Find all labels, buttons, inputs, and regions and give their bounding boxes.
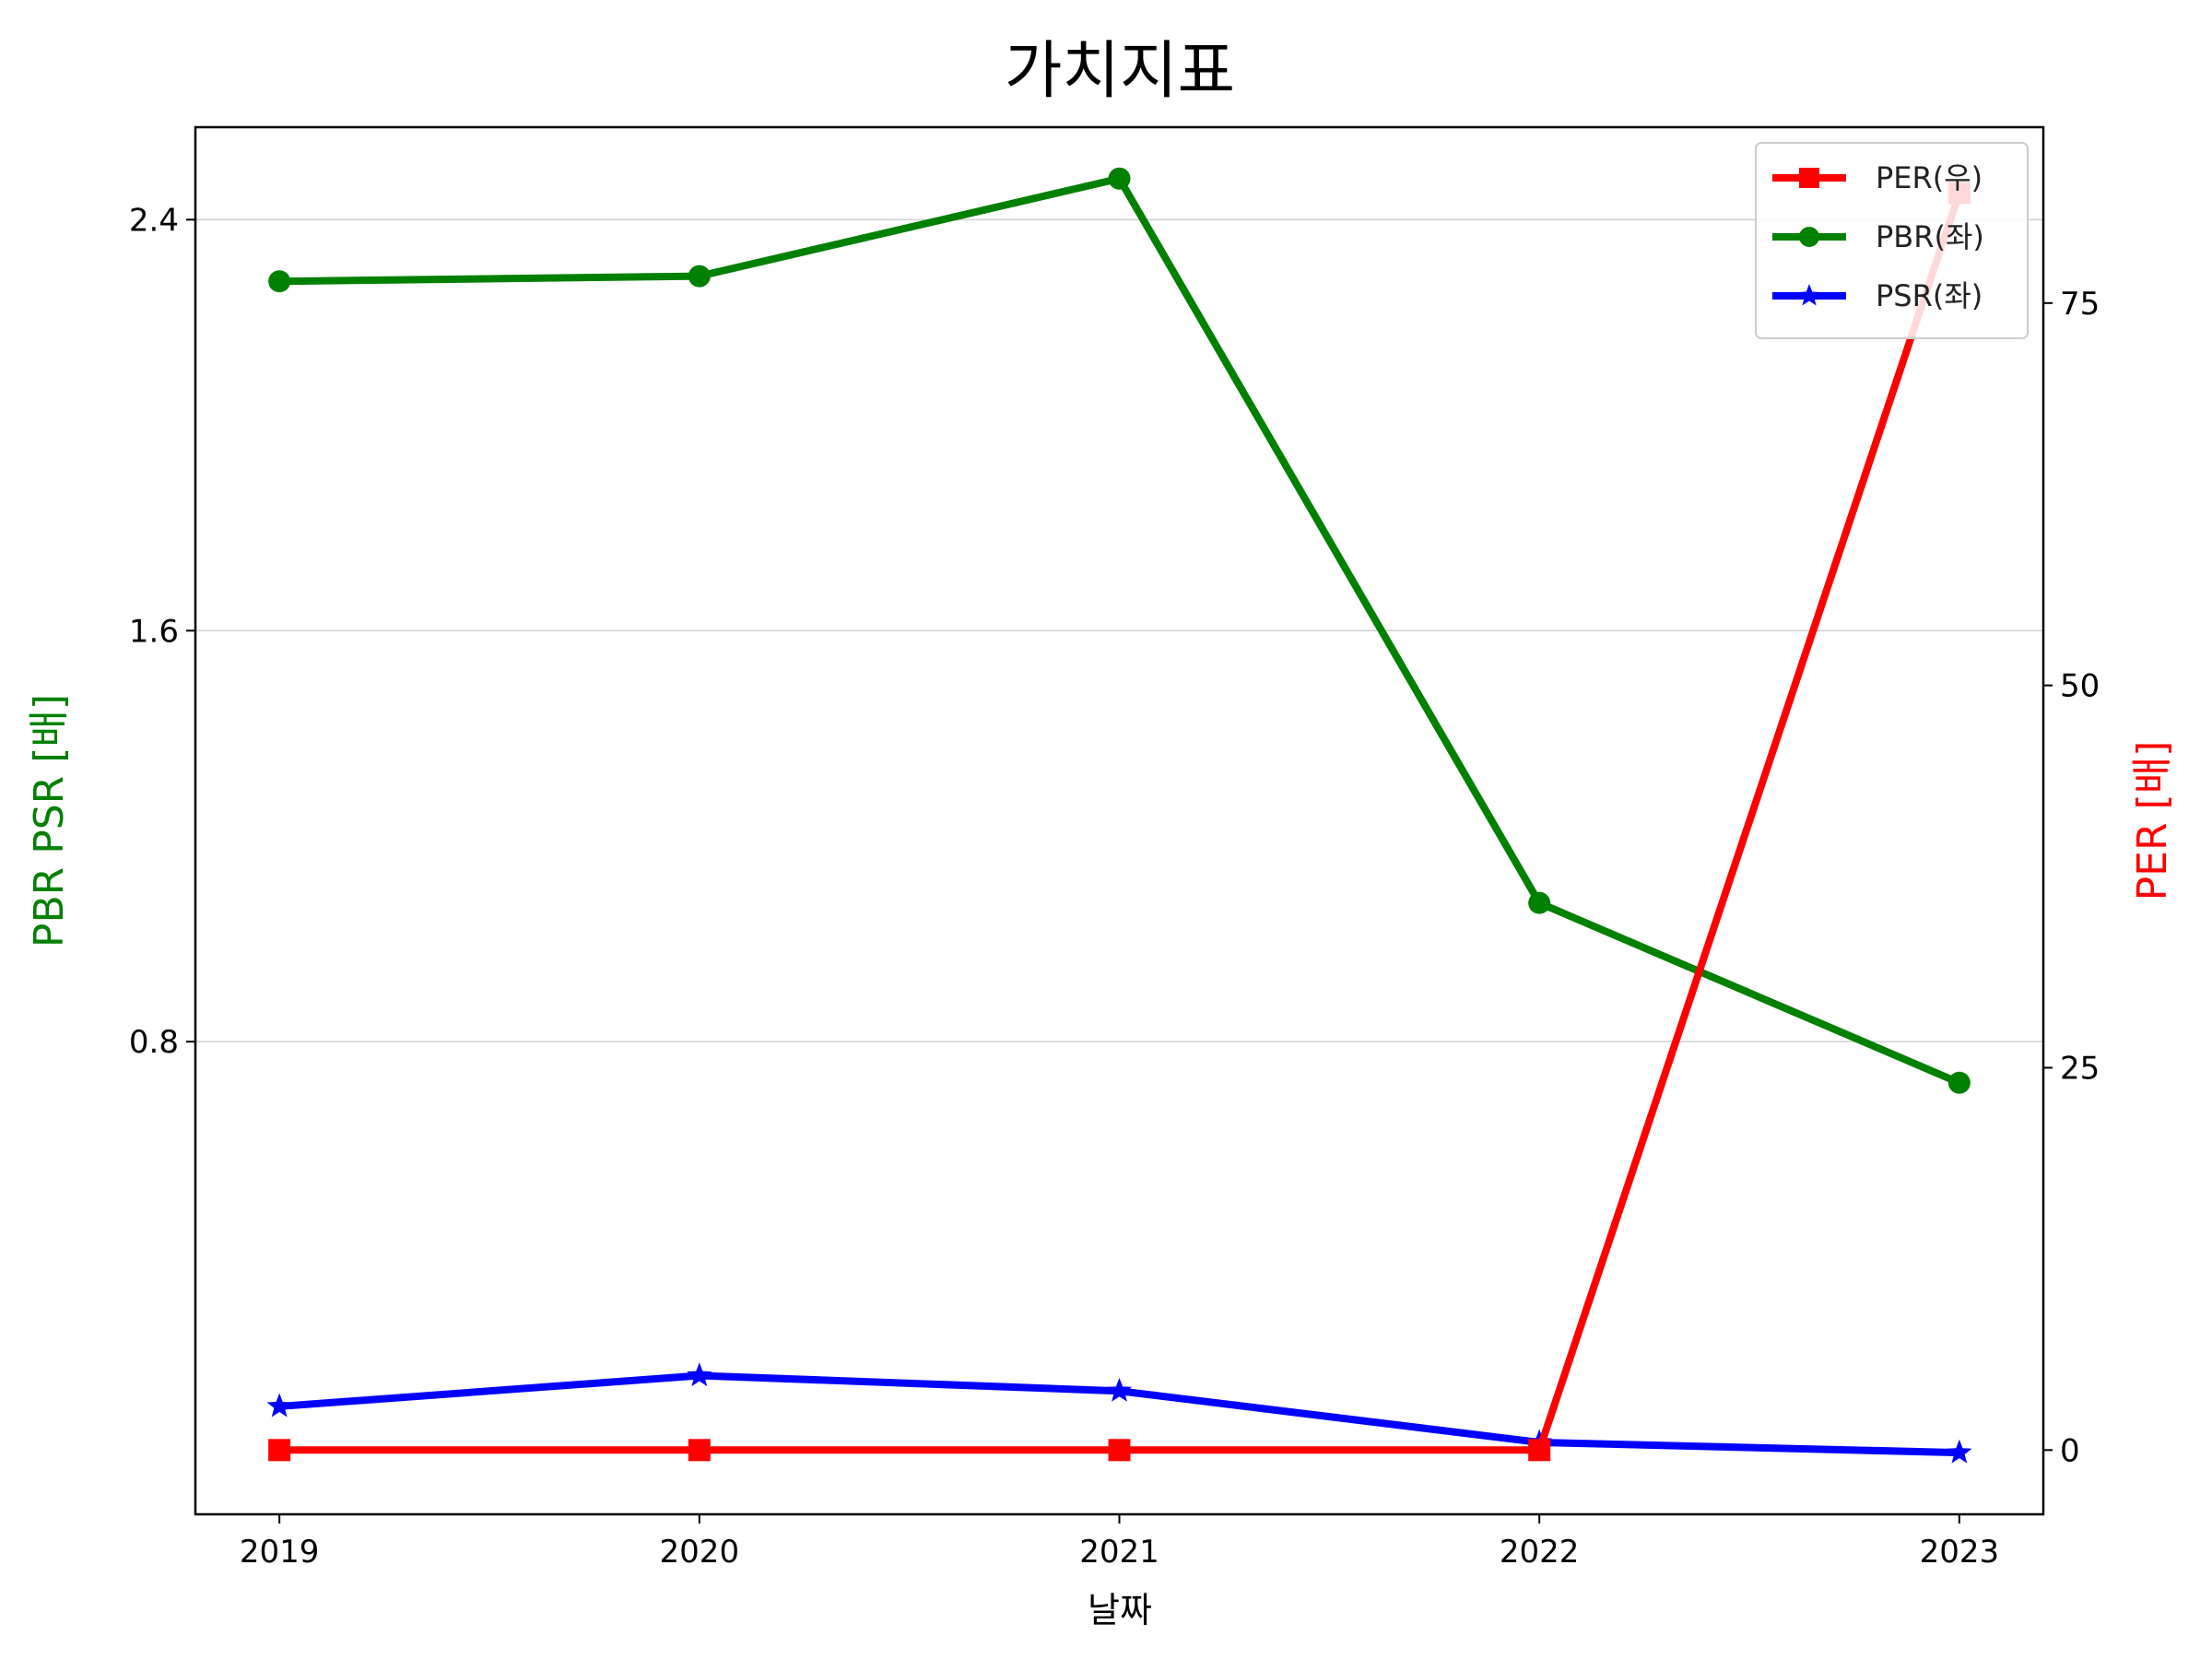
chart-title: 가치지표 xyxy=(1005,35,1235,108)
legend-marker xyxy=(1799,168,1819,188)
legend-entry: PER(우) xyxy=(1772,160,1983,195)
x-axis: 2019 2020 2021 2022 2023 xyxy=(240,1514,1999,1571)
legend-label: PSR(좌) xyxy=(1876,278,1983,313)
x-tick-label: 2019 xyxy=(240,1534,320,1571)
right-y-tick-label: 75 xyxy=(2060,286,2100,323)
left-y-tick-label: 2.4 xyxy=(129,202,179,239)
legend-entry: PBR(좌) xyxy=(1772,219,1984,254)
data-point xyxy=(1108,167,1131,190)
legend-box xyxy=(1755,142,2029,339)
x-tick-label: 2021 xyxy=(1079,1534,1159,1571)
grid-lines xyxy=(195,218,2043,1042)
legend: PER(우) PBR(좌) PSR(좌) xyxy=(1755,142,2029,339)
legend-marker xyxy=(1799,227,1819,247)
data-point xyxy=(1108,1439,1131,1462)
right-y-tick-label: 25 xyxy=(2060,1050,2100,1087)
data-point xyxy=(1947,1071,1971,1094)
legend-marker xyxy=(1797,284,1821,306)
data-point xyxy=(268,270,291,293)
data-point xyxy=(266,1393,292,1418)
series-layer xyxy=(266,167,1972,1464)
right-y-axis-label: PER [배] xyxy=(2129,741,2176,901)
legend-entry: PSR(좌) xyxy=(1772,278,1983,313)
left-y-axis-label: PBR PSR [배] xyxy=(26,694,73,947)
series-PBR(좌) xyxy=(268,167,1971,1094)
right-y-axis: 0 25 50 75 xyxy=(2043,286,2100,1469)
data-point xyxy=(1947,1439,1972,1464)
right-y-tick-label: 50 xyxy=(2060,668,2100,705)
data-point xyxy=(688,265,711,288)
data-point xyxy=(1528,891,1551,914)
legend-label: PBR(좌) xyxy=(1876,219,1984,254)
x-tick-label: 2022 xyxy=(1500,1534,1580,1571)
legend-label: PER(우) xyxy=(1876,160,1983,195)
series-PER(우) xyxy=(268,182,1971,1462)
data-point xyxy=(1106,1377,1133,1402)
x-axis-label: 날짜 xyxy=(1088,1590,1152,1630)
x-tick-label: 2020 xyxy=(660,1534,740,1571)
data-point xyxy=(688,1439,711,1462)
right-y-tick-label: 0 xyxy=(2060,1432,2080,1469)
data-point xyxy=(687,1362,712,1387)
x-tick-label: 2023 xyxy=(1920,1534,2000,1571)
left-y-axis: 0.8 1.6 2.4 xyxy=(129,202,195,1061)
left-y-tick-label: 1.6 xyxy=(129,613,179,650)
data-point xyxy=(268,1439,291,1462)
left-y-tick-label: 0.8 xyxy=(129,1024,179,1061)
data-point xyxy=(1528,1439,1551,1462)
